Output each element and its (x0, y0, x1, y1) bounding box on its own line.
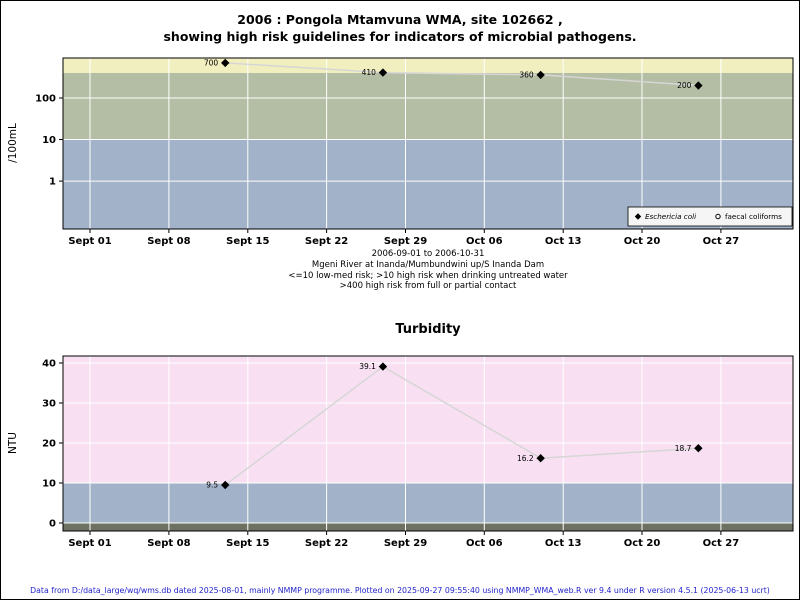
turbidity-y-axis-label: NTU (7, 432, 19, 454)
legend-box (627, 206, 793, 227)
x-tick-label: Sept 22 (305, 236, 348, 247)
caption-site-description: Mgeni River at Inanda/Mumbundwini up/S I… (311, 259, 545, 270)
ecoli-title-line-2: showing high risk guidelines for indicat… (163, 29, 637, 44)
x-tick-label: Sept 15 (226, 538, 269, 549)
caption-guideline-contact: >400 high risk from full or partial cont… (339, 281, 517, 292)
turbidity-chart-title: Turbidity (63, 322, 793, 337)
ecoli-y-axis-label: /100mL (7, 123, 19, 163)
x-tick-label: Oct 13 (545, 236, 582, 247)
x-tick-label: Oct 06 (466, 538, 503, 549)
x-tick-label: Sept 01 (68, 236, 111, 247)
x-tick-label: Sept 15 (226, 236, 269, 247)
x-tick-label: Oct 06 (466, 236, 503, 247)
footer-note: Data from D:/data_large/wq/wms.db dated … (30, 586, 770, 595)
x-tick-label: Oct 13 (545, 538, 582, 549)
x-tick-label: Sept 08 (147, 236, 190, 247)
ecoli-chart-caption: 2006-09-01 to 2006-10-31 Mgeni River at … (63, 249, 793, 292)
y-tick-label: 100 (35, 94, 56, 105)
data-point-label: 410 (362, 68, 377, 77)
data-point-marker (221, 58, 230, 68)
y-tick-label: 40 (42, 359, 56, 370)
data-point-label: 9.5 (206, 481, 218, 490)
data-point-marker (694, 81, 703, 90)
y-tick-label: 30 (42, 399, 56, 410)
plot-frame (62, 57, 794, 230)
data-point-marker (536, 70, 545, 80)
x-tick-label: Oct 20 (624, 236, 661, 247)
y-tick-label: 1 (49, 177, 56, 188)
caption-date-range: 2006-09-01 to 2006-10-31 (371, 249, 485, 259)
data-point-label: 200 (677, 81, 692, 90)
x-tick-label: Oct 27 (703, 538, 740, 549)
x-tick-label: Oct 20 (624, 538, 661, 549)
data-point-label: 360 (519, 71, 534, 80)
ecoli-title-line-1: 2006 : Pongola Mtamvuna WMA, site 102662… (237, 12, 563, 27)
data-point-label: 700 (204, 59, 219, 68)
turbidity-title-line: Turbidity (395, 322, 461, 337)
y-tick-label: 10 (42, 135, 56, 146)
data-point-marker (694, 444, 703, 453)
data-point-label: 18.7 (675, 444, 692, 453)
series-line (225, 62, 699, 87)
x-tick-label: Sept 01 (68, 538, 111, 549)
legend-diamond-icon (634, 213, 642, 220)
risk-band (63, 356, 793, 483)
turbidity-plot-area: 9.5 39.1 16.2 18.7 Sept 01 Sept 08 Sept 15 Sept… (42, 355, 794, 549)
series-line (224, 365, 699, 486)
x-tick-label: Sept 29 (384, 538, 427, 549)
x-tick-label: Sept 22 (305, 538, 348, 549)
risk-band (63, 58, 793, 73)
ecoli-chart-title: 2006 : Pongola Mtamvuna WMA, site 102662… (1, 11, 799, 45)
risk-band (63, 483, 793, 523)
caption-guideline-drinking: <=10 low-med risk; >10 high risk when dr… (288, 270, 568, 281)
data-point-marker (536, 454, 545, 463)
y-tick-label: 20 (42, 439, 56, 450)
ecoli-plot-area: 700 410 360 200 Sept 01 Sept 08 Sept 15 Sept 22… (35, 57, 794, 247)
data-point-marker (221, 480, 230, 490)
data-point-label: 39.1 (359, 362, 376, 371)
legend-label: faecal coliforms (725, 212, 782, 221)
y-tick-label: 10 (42, 479, 56, 490)
legend-circle-icon (715, 213, 721, 220)
x-tick-label: Oct 27 (703, 236, 740, 247)
data-point-marker (378, 362, 388, 371)
y-tick-label: 0 (49, 519, 56, 530)
risk-band (63, 523, 793, 531)
data-point-label: 16.2 (517, 454, 534, 463)
x-tick-label: Sept 29 (384, 236, 427, 247)
x-tick-label: Sept 08 (147, 538, 190, 549)
legend-label: Eschericia coli (645, 212, 696, 221)
data-point-marker (378, 68, 388, 77)
